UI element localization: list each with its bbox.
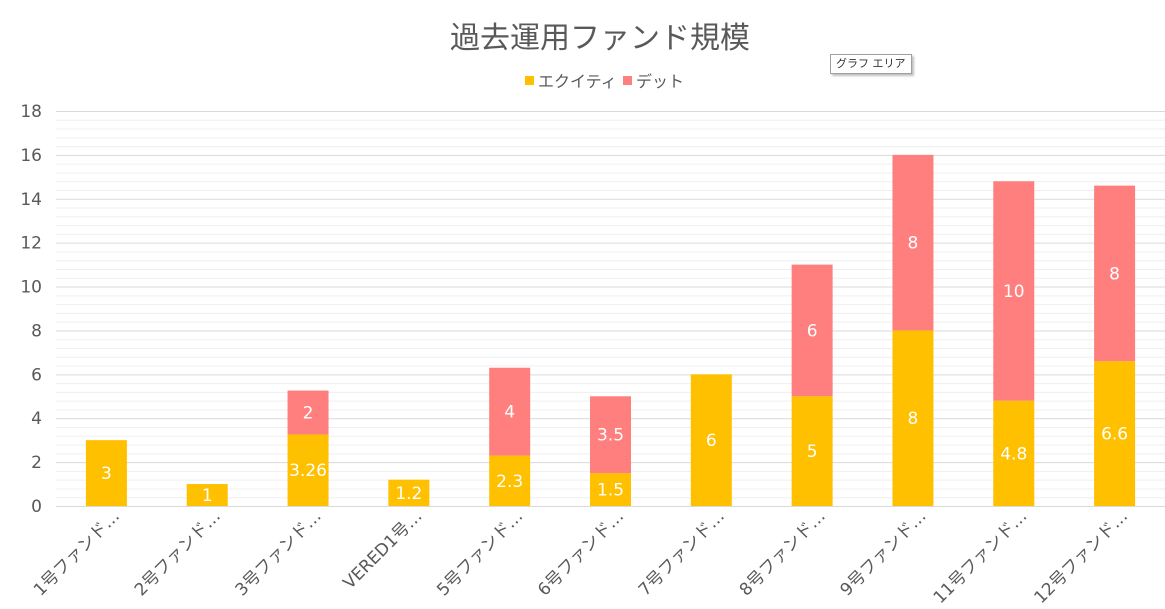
x-tick-label: 7号ファンド… <box>635 506 729 600</box>
x-tick-label: 6号ファンド… <box>534 506 628 600</box>
data-label: 3 <box>101 464 112 484</box>
bar-debt <box>287 390 329 435</box>
bar-equity <box>590 473 631 506</box>
bar-equity <box>690 374 732 506</box>
data-label: 8 <box>908 234 919 254</box>
legend-label-debt: デット <box>636 72 684 91</box>
bar-equity <box>287 434 329 506</box>
x-tick-label: 5号ファンド… <box>433 506 527 600</box>
y-tick-label: 12 <box>20 234 42 254</box>
y-tick-label: 10 <box>20 278 42 298</box>
data-label: 2 <box>303 404 314 424</box>
x-tick-label: 12号ファンド… <box>1031 506 1133 608</box>
bar-debt <box>489 367 531 456</box>
data-label: 4 <box>504 403 515 423</box>
x-tick-label: 8号ファンド… <box>736 506 830 600</box>
chart-title: 過去運用ファンド規模 <box>450 21 750 56</box>
data-label: 4.8 <box>1000 444 1027 464</box>
bar-equity <box>993 400 1035 506</box>
y-axis-ticks: 0 2 4 6 8 10 12 14 16 18 <box>20 102 42 517</box>
y-tick-label: 14 <box>20 190 42 210</box>
data-label: 1.5 <box>597 481 624 501</box>
y-tick-label: 0 <box>31 497 42 517</box>
data-label: 8 <box>1109 264 1120 284</box>
chart-area-tooltip: グラフ エリア <box>830 54 912 74</box>
x-axis-ticks: 1号ファンド… 2号ファンド… 3号ファンド… VERED1号… 5号ファンド… 6号ファ… <box>30 506 1132 608</box>
bar-equity <box>489 455 531 506</box>
x-tick-label: 2号ファンド… <box>131 506 225 600</box>
bars: 3 1 3.26 2 1.2 2.3 4 1.5 3.5 6 5 6 8 8 4.8 10 6.6 8 <box>85 154 1136 506</box>
legend-swatch-equity <box>525 76 534 85</box>
bar-equity <box>186 484 228 506</box>
gridlines <box>56 111 1165 499</box>
data-label: 3.26 <box>289 461 327 481</box>
data-label: 6 <box>706 431 717 451</box>
bar-debt <box>892 154 934 331</box>
x-tick-label: VERED1号… <box>340 506 427 593</box>
legend-label-equity: エクイティ <box>538 72 617 91</box>
bar-debt <box>590 396 631 474</box>
data-label: 6 <box>807 321 818 341</box>
x-tick-label: 3号ファンド… <box>232 506 326 600</box>
x-tick-label: 11号ファンド… <box>930 506 1032 608</box>
data-label: 2.3 <box>496 472 523 492</box>
y-tick-label: 16 <box>20 146 42 166</box>
bar-debt <box>1094 185 1136 362</box>
x-tick-label: 9号ファンド… <box>837 506 931 600</box>
data-label: 3.5 <box>597 426 624 446</box>
data-label: 10 <box>1003 282 1025 302</box>
y-tick-label: 6 <box>31 365 42 385</box>
bar-equity <box>1094 361 1136 506</box>
bar-equity <box>388 479 430 506</box>
y-tick-label: 4 <box>31 409 42 429</box>
y-tick-label: 2 <box>31 453 42 473</box>
x-tick-label: 1号ファンド… <box>30 506 124 600</box>
bar-equity <box>892 330 934 506</box>
data-label: 8 <box>908 409 919 429</box>
bar-equity <box>85 440 127 506</box>
y-tick-label: 18 <box>20 102 42 122</box>
bar-equity <box>791 396 833 506</box>
data-label: 6.6 <box>1101 425 1128 445</box>
bar-debt <box>993 181 1035 401</box>
bar-debt <box>791 264 833 397</box>
legend: エクイティ デット <box>525 72 684 91</box>
data-label: 1.2 <box>395 484 422 504</box>
legend-swatch-debt <box>623 76 632 85</box>
data-label: 1 <box>202 486 213 506</box>
y-tick-label: 8 <box>31 321 42 341</box>
data-label: 5 <box>807 442 818 462</box>
